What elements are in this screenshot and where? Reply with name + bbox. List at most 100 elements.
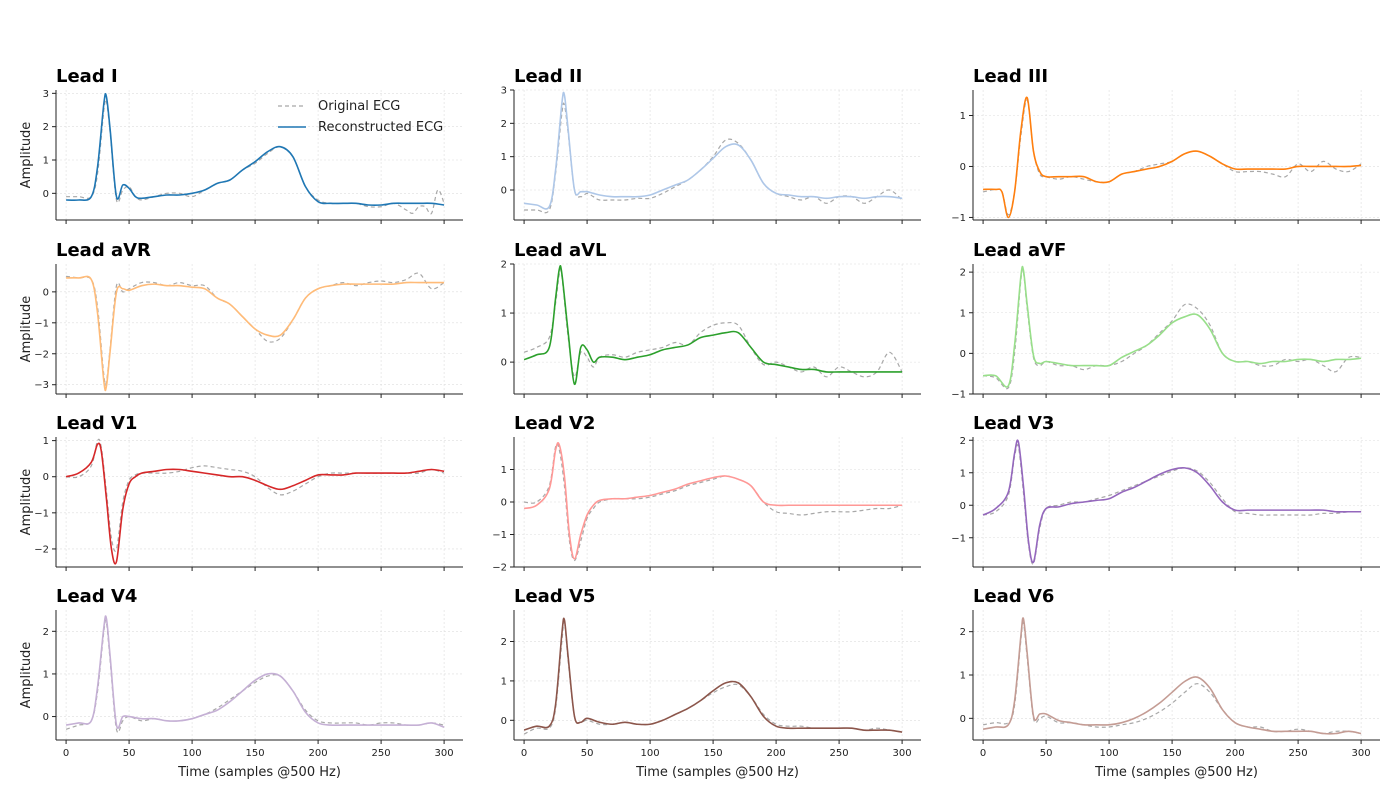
y-tick-label: 1 xyxy=(960,308,966,319)
original-ecg-line xyxy=(66,98,445,215)
panel-lead-v3: −1 0 1 2 Lead V3 xyxy=(951,413,1380,571)
y-tick-label: −2 xyxy=(34,544,49,555)
panel-title: Lead III xyxy=(973,66,1048,87)
y-tick-label: 0 xyxy=(501,186,507,197)
original-ecg-line xyxy=(982,444,1362,565)
x-tick-label: 250 xyxy=(1289,748,1308,759)
x-tick-label: 50 xyxy=(1040,748,1053,759)
x-tick-label: 200 xyxy=(1226,748,1245,759)
legend-reconstructed-label: Reconstructed ECG xyxy=(318,120,443,135)
x-axis-label: Time (samples @500 Hz) xyxy=(1094,765,1258,780)
x-tick-label: 200 xyxy=(767,748,786,759)
panel-title: Lead aVR xyxy=(56,240,151,261)
y-axis-label: Amplitude xyxy=(19,296,34,363)
y-tick-label: 2 xyxy=(501,260,507,271)
y-tick-label: 0 xyxy=(960,162,966,173)
y-tick-label: 1 xyxy=(960,671,966,682)
y-axis-label: Amplitude xyxy=(19,469,34,536)
y-tick-label: −1 xyxy=(951,390,966,401)
panel-lead-avf: −1 0 1 2 Lead aVF xyxy=(951,240,1380,401)
panel-lead-v4: 0 50 100 150 200 250 300 0 1 2 Lead V4 Amplitude Tim… xyxy=(19,586,463,780)
panel-lead-i: 0 1 2 3 Lead I Amplitude Original ECG Reconstru… xyxy=(19,66,463,224)
y-tick-label: 3 xyxy=(501,86,507,97)
reconstructed-ecg-line xyxy=(66,275,445,392)
y-tick-label: 3 xyxy=(43,89,49,100)
reconstructed-ecg-line xyxy=(523,265,903,385)
y-tick-label: −1 xyxy=(951,533,966,544)
x-tick-label: 0 xyxy=(521,748,527,759)
y-axis-label: Amplitude xyxy=(19,642,34,709)
reconstructed-ecg-line xyxy=(523,617,903,733)
x-tick-label: 250 xyxy=(830,748,849,759)
y-tick-label: 1 xyxy=(43,436,49,447)
reconstructed-ecg-line xyxy=(983,265,1362,388)
x-tick-label: 200 xyxy=(309,748,328,759)
y-tick-label: 1 xyxy=(43,669,49,680)
y-tick-label: 0 xyxy=(960,714,966,725)
y-tick-label: 2 xyxy=(960,627,966,638)
y-tick-label: 1 xyxy=(960,111,966,122)
x-tick-label: 100 xyxy=(641,748,660,759)
panel-title: Lead II xyxy=(514,66,582,87)
original-ecg-line xyxy=(982,99,1362,216)
panel-lead-ii: 0 1 2 3 Lead II xyxy=(501,66,921,224)
legend: Original ECG Reconstructed ECG xyxy=(278,99,443,135)
x-tick-label: 300 xyxy=(435,748,454,759)
panel-title: Lead V3 xyxy=(973,413,1054,434)
y-tick-label: 1 xyxy=(501,152,507,163)
y-tick-label: 1 xyxy=(501,676,507,687)
y-tick-label: 2 xyxy=(960,268,966,279)
y-tick-label: 1 xyxy=(501,309,507,320)
reconstructed-ecg-line xyxy=(983,96,1362,219)
panel-lead-v5: 0 50 100 150 200 250 300 0 1 2 Lead V5 Time (sample… xyxy=(501,586,921,780)
panel-lead-v1: −2 −1 0 1 Lead V1 Amplitude xyxy=(19,413,463,571)
y-tick-label: −2 xyxy=(34,349,49,360)
y-tick-label: −1 xyxy=(951,213,966,224)
y-tick-label: 1 xyxy=(43,156,49,167)
reconstructed-ecg-line xyxy=(982,439,1362,564)
x-tick-label: 300 xyxy=(893,748,912,759)
x-tick-label: 100 xyxy=(183,748,202,759)
reconstructed-ecg-line xyxy=(66,92,445,207)
y-tick-label: −2 xyxy=(492,563,507,574)
x-tick-label: 150 xyxy=(704,748,723,759)
panel-title: Lead V4 xyxy=(56,586,137,607)
x-axis-label: Time (samples @500 Hz) xyxy=(177,765,341,780)
reconstructed-ecg-line xyxy=(65,615,445,729)
panel-title: Lead aVL xyxy=(514,240,607,261)
reconstructed-ecg-line xyxy=(65,442,445,565)
y-tick-label: 2 xyxy=(960,436,966,447)
x-tick-label: 50 xyxy=(581,748,594,759)
y-tick-label: −3 xyxy=(34,380,49,391)
y-tick-label: 2 xyxy=(501,119,507,130)
y-tick-label: −1 xyxy=(492,530,507,541)
x-tick-label: 150 xyxy=(1163,748,1182,759)
y-tick-label: 2 xyxy=(501,637,507,648)
y-tick-label: 1 xyxy=(960,468,966,479)
panel-title: Lead I xyxy=(56,66,118,87)
y-tick-label: 0 xyxy=(501,716,507,727)
panel-lead-iii: −1 0 1 Lead III xyxy=(951,66,1380,224)
x-tick-label: 0 xyxy=(63,748,69,759)
x-tick-label: 50 xyxy=(123,748,136,759)
y-tick-label: −1 xyxy=(34,318,49,329)
y-tick-label: 2 xyxy=(43,122,49,133)
reconstructed-ecg-line xyxy=(523,91,903,210)
y-axis-label: Amplitude xyxy=(19,122,34,189)
y-tick-label: 0 xyxy=(43,712,49,723)
panel-lead-v6: 0 50 100 150 200 250 300 0 1 2 Lead V6 Time (sample… xyxy=(960,586,1380,780)
y-tick-label: 0 xyxy=(501,498,507,509)
panel-title: Lead V1 xyxy=(56,413,137,434)
reconstructed-ecg-line xyxy=(982,617,1362,735)
reconstructed-ecg-line xyxy=(523,442,903,560)
panel-lead-v2: −2 −1 0 1 Lead V2 xyxy=(492,413,921,574)
panel-lead-avr: −3 −2 −1 0 Lead aVR Amplitude xyxy=(19,240,463,398)
y-tick-label: 0 xyxy=(960,501,966,512)
y-tick-label: 0 xyxy=(43,189,49,200)
panel-title: Lead V5 xyxy=(514,586,595,607)
y-tick-label: 2 xyxy=(43,627,49,638)
panel-lead-avl: 0 1 2 Lead aVL xyxy=(501,240,921,398)
y-tick-label: 0 xyxy=(501,358,507,369)
x-tick-label: 0 xyxy=(980,748,986,759)
